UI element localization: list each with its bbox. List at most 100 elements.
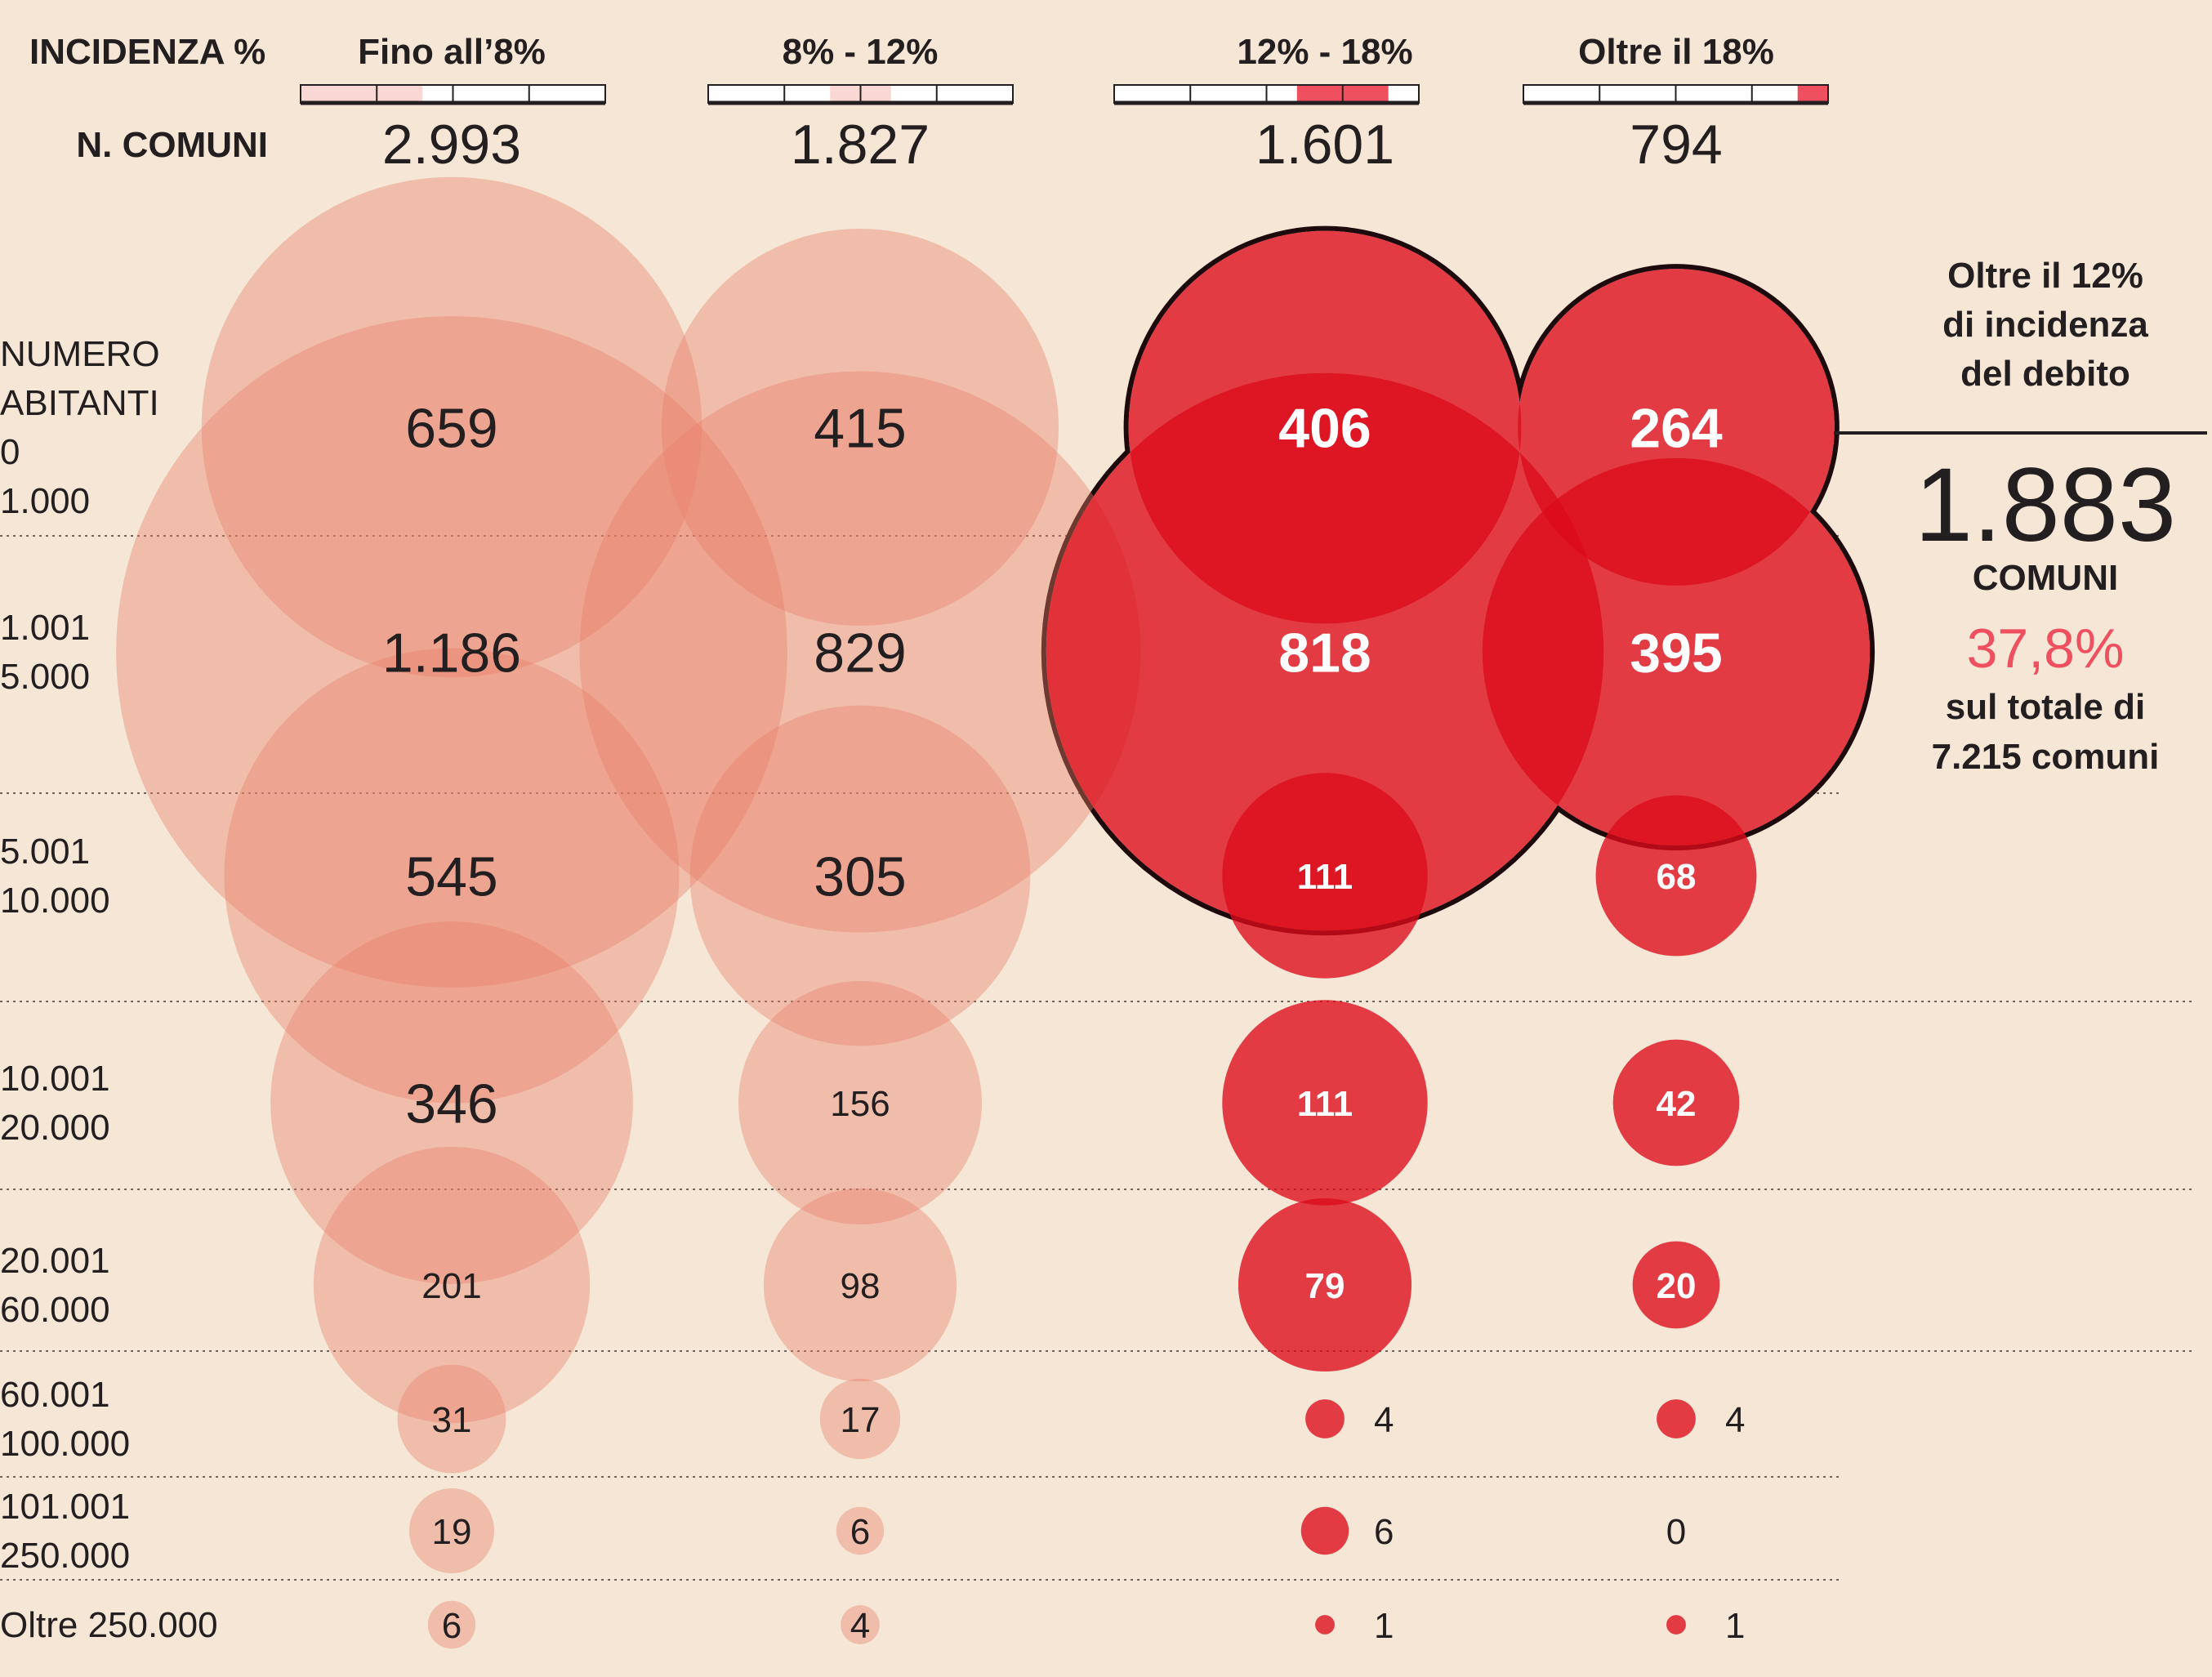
- bubble-value-label: 346: [405, 1073, 497, 1135]
- bubble: [1222, 773, 1428, 979]
- column-total: 794: [1630, 114, 1722, 176]
- bubble: [427, 1600, 476, 1649]
- bubble: [819, 1378, 901, 1460]
- column-headers: Fino all’8% 2.993 8% - 12% 1.827 12% - 18% 1.…: [300, 32, 1829, 176]
- bubble: [689, 705, 1031, 1046]
- bubble: [408, 1487, 495, 1574]
- column-header: Fino all’8%: [358, 32, 546, 72]
- bar-range-fill: [1797, 85, 1828, 103]
- bubble-value-label: 19: [432, 1512, 472, 1552]
- summary-note-line: 7.215 comuni: [1932, 737, 2160, 777]
- bubble: [270, 921, 633, 1284]
- row-label: NUMERO: [0, 334, 160, 374]
- bubble: [763, 1188, 957, 1382]
- bubble-value-label: 79: [1305, 1266, 1345, 1306]
- incidenza-label: INCIDENZA %: [29, 32, 265, 72]
- row-label: 10.000: [0, 881, 110, 921]
- bubble-value-label: 201: [421, 1266, 481, 1306]
- incidence-range-bar: [1113, 84, 1420, 105]
- summary-title-line: Oltre il 12%: [1947, 256, 2143, 296]
- column-total: 1.601: [1255, 114, 1394, 176]
- row-label: 5.000: [0, 657, 90, 697]
- bubble-value-label: 42: [1657, 1084, 1697, 1124]
- bubble-value-label: 0: [1666, 1512, 1686, 1552]
- incidence-range-bar: [300, 84, 606, 105]
- row-label: 1.001: [0, 608, 90, 648]
- bubble: [738, 980, 983, 1225]
- bubble: [1315, 1615, 1335, 1635]
- bubble-value-label: 4: [850, 1606, 870, 1646]
- bubble: [579, 371, 1141, 933]
- comuni-label: N. COMUNI: [76, 125, 268, 165]
- summary-total: 1.883: [1915, 447, 2176, 564]
- bubble-value-label: 659: [405, 397, 497, 459]
- bar-range-fill: [301, 85, 423, 103]
- row-label: 60.001: [0, 1375, 110, 1415]
- bubble: [1632, 1241, 1720, 1329]
- incidence-range-bar: [707, 84, 1014, 105]
- bubble-value-label: 1.186: [382, 622, 521, 684]
- bubble: [1238, 1198, 1412, 1372]
- bubble-value-label: 4: [1725, 1400, 1745, 1440]
- row-label: 0: [0, 432, 20, 472]
- summary-note-line: sul totale di: [1946, 687, 2145, 727]
- bubble-value-label: 6: [442, 1606, 462, 1646]
- bubble: [224, 648, 680, 1104]
- bubble-value-label: 406: [1278, 397, 1371, 459]
- bubble-value-label: 68: [1657, 857, 1697, 897]
- bubble-value-label: 264: [1630, 397, 1723, 459]
- bubble-value-label: 818: [1278, 622, 1371, 684]
- bubble: [661, 228, 1059, 627]
- summary-percent: 37,8%: [1967, 618, 2125, 680]
- bubble-value-label: 545: [405, 845, 497, 908]
- bubble-value-label: 156: [830, 1084, 890, 1124]
- row-label: 20.001: [0, 1241, 110, 1281]
- bubble: [1666, 1615, 1686, 1635]
- bubble: [1046, 372, 1604, 931]
- bubble-value-label: 415: [814, 397, 906, 459]
- row-label: 1.000: [0, 481, 90, 521]
- column-header: Oltre il 18%: [1578, 32, 1774, 72]
- bubble: [116, 316, 787, 988]
- bubble-value-label: 1: [1725, 1606, 1745, 1646]
- bubble: [201, 176, 702, 678]
- bubble: [1657, 1399, 1696, 1438]
- bubble-value-label: 31: [432, 1400, 472, 1440]
- bubble-value-label: 6: [1374, 1512, 1394, 1552]
- row-label: 101.001: [0, 1487, 130, 1527]
- column-header: 12% - 18%: [1237, 32, 1412, 72]
- bubble-value-label: 111: [1297, 1084, 1354, 1124]
- bubble-value-label: 1: [1374, 1606, 1394, 1646]
- bubble: [1222, 1000, 1428, 1206]
- row-label: 20.000: [0, 1108, 110, 1148]
- bubble: [313, 1146, 591, 1424]
- bubble-value-label: 98: [841, 1266, 881, 1306]
- row-label: 100.000: [0, 1424, 130, 1464]
- bubbles: [116, 176, 1875, 1649]
- bubble-value-label: 111: [1297, 857, 1354, 897]
- bubble: [836, 1506, 885, 1555]
- row-label: Oltre 250.000: [0, 1605, 218, 1645]
- bubble: [841, 1605, 880, 1644]
- bubble-value-label: 20: [1657, 1266, 1697, 1306]
- row-label: 5.001: [0, 832, 90, 872]
- summary-panel: Oltre il 12% di incidenza del debito 1.8…: [1834, 256, 2207, 777]
- summary-title-line: di incidenza: [1942, 305, 2148, 345]
- bubble-value-label: 17: [841, 1400, 881, 1440]
- bubble-value-label: 305: [814, 845, 906, 908]
- summary-total-unit: COMUNI: [1973, 558, 2118, 598]
- bubble: [1482, 457, 1871, 846]
- summary-title-line: del debito: [1960, 354, 2130, 394]
- row-labels: NUMERO ABITANTI 0 1.000 1.001 5.000 5.001 10.00…: [0, 334, 218, 1645]
- row-label: 10.001: [0, 1059, 110, 1099]
- bubble: [1612, 1039, 1740, 1166]
- bubble: [1305, 1399, 1345, 1438]
- bubble-value-label: 829: [814, 622, 906, 684]
- row-label: 60.000: [0, 1290, 110, 1330]
- row-label: ABITANTI: [0, 383, 159, 423]
- bubble-value-label: 6: [850, 1512, 870, 1552]
- bubble-value-label: 4: [1374, 1400, 1394, 1440]
- bubble-value-label: 395: [1630, 622, 1722, 684]
